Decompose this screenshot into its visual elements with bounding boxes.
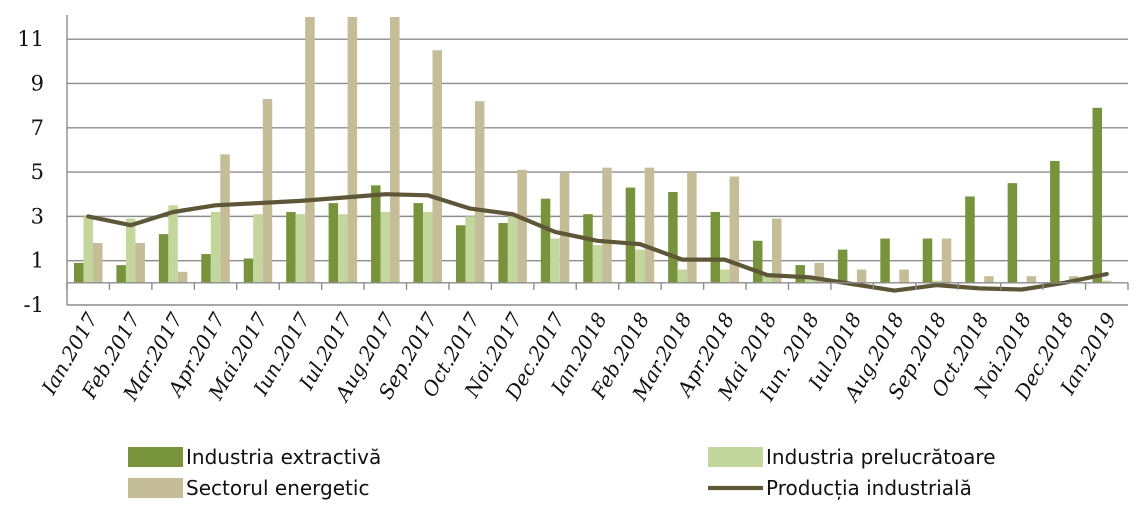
bar — [116, 265, 126, 283]
legend-label: Sectorul energetic — [186, 476, 369, 500]
bar — [837, 249, 848, 283]
bar — [286, 211, 296, 283]
legend-swatch — [708, 447, 763, 467]
bar — [687, 172, 697, 283]
y-tick-label: 7 — [31, 116, 44, 140]
bar — [338, 214, 348, 283]
bar — [1092, 107, 1103, 283]
bar — [390, 17, 400, 283]
bar — [328, 203, 339, 283]
bar — [168, 205, 178, 283]
bar — [135, 242, 145, 283]
bar — [125, 218, 136, 283]
legend-swatch — [128, 447, 183, 467]
bar — [347, 17, 358, 283]
bar — [432, 50, 442, 283]
bar — [814, 262, 824, 283]
y-tick-label: 11 — [17, 27, 44, 51]
bar — [932, 280, 942, 283]
bar — [177, 271, 188, 283]
bar — [413, 203, 423, 283]
bar — [1050, 161, 1060, 283]
bars-layer — [73, 17, 1112, 283]
bar — [253, 214, 263, 283]
bar — [720, 269, 730, 283]
bar — [465, 216, 475, 283]
bar — [295, 214, 306, 283]
bar — [965, 196, 975, 283]
bar — [1026, 276, 1037, 283]
series-line — [86, 192, 1109, 293]
bar — [762, 276, 773, 283]
y-tick-label: 9 — [31, 71, 44, 95]
bar — [371, 185, 381, 283]
bar — [644, 167, 655, 283]
bar — [856, 269, 867, 283]
bar — [559, 172, 570, 283]
bar — [668, 192, 678, 283]
legend-label: Industria extractivă — [186, 445, 381, 469]
bar — [507, 216, 518, 283]
legend-layer: Industria extractivă Industria prelucrăto… — [128, 445, 996, 500]
bar — [1007, 183, 1018, 283]
bar — [772, 218, 782, 283]
bar — [210, 211, 221, 283]
bar — [474, 101, 485, 283]
bar — [583, 214, 593, 283]
bar — [804, 278, 815, 283]
bar — [540, 198, 551, 283]
bar — [602, 167, 612, 283]
bar — [220, 154, 230, 283]
bar — [158, 234, 169, 283]
y-tick-label: 5 — [31, 160, 44, 184]
bar — [498, 223, 508, 283]
bar — [729, 176, 740, 283]
bar — [984, 276, 994, 283]
bar — [880, 238, 890, 283]
bar — [243, 258, 254, 283]
bar — [305, 17, 315, 283]
bar — [941, 238, 952, 283]
bar — [422, 211, 433, 283]
bar — [899, 269, 909, 283]
bar — [710, 211, 721, 283]
bar — [455, 225, 466, 283]
bar — [550, 238, 560, 283]
legend-label: Industria prelucrătoare — [766, 445, 996, 469]
bar — [625, 187, 636, 283]
legend-swatch — [128, 478, 183, 498]
bar — [635, 249, 645, 283]
y-tick-label: 1 — [31, 249, 44, 273]
bar — [262, 98, 273, 283]
bar — [73, 262, 84, 283]
bar — [1102, 280, 1112, 283]
bar — [795, 265, 805, 283]
bar — [592, 245, 603, 283]
bar — [380, 211, 391, 283]
line-layer — [86, 192, 1109, 293]
bar — [201, 254, 211, 283]
bar — [922, 238, 933, 283]
legend-label: Producția industrială — [766, 476, 972, 500]
y-tick-label: -1 — [24, 293, 44, 317]
bar — [753, 240, 763, 283]
bar — [83, 216, 93, 283]
bar — [677, 269, 688, 283]
y-tick-label: 3 — [31, 204, 44, 228]
bar — [92, 242, 103, 283]
bar — [517, 169, 527, 283]
